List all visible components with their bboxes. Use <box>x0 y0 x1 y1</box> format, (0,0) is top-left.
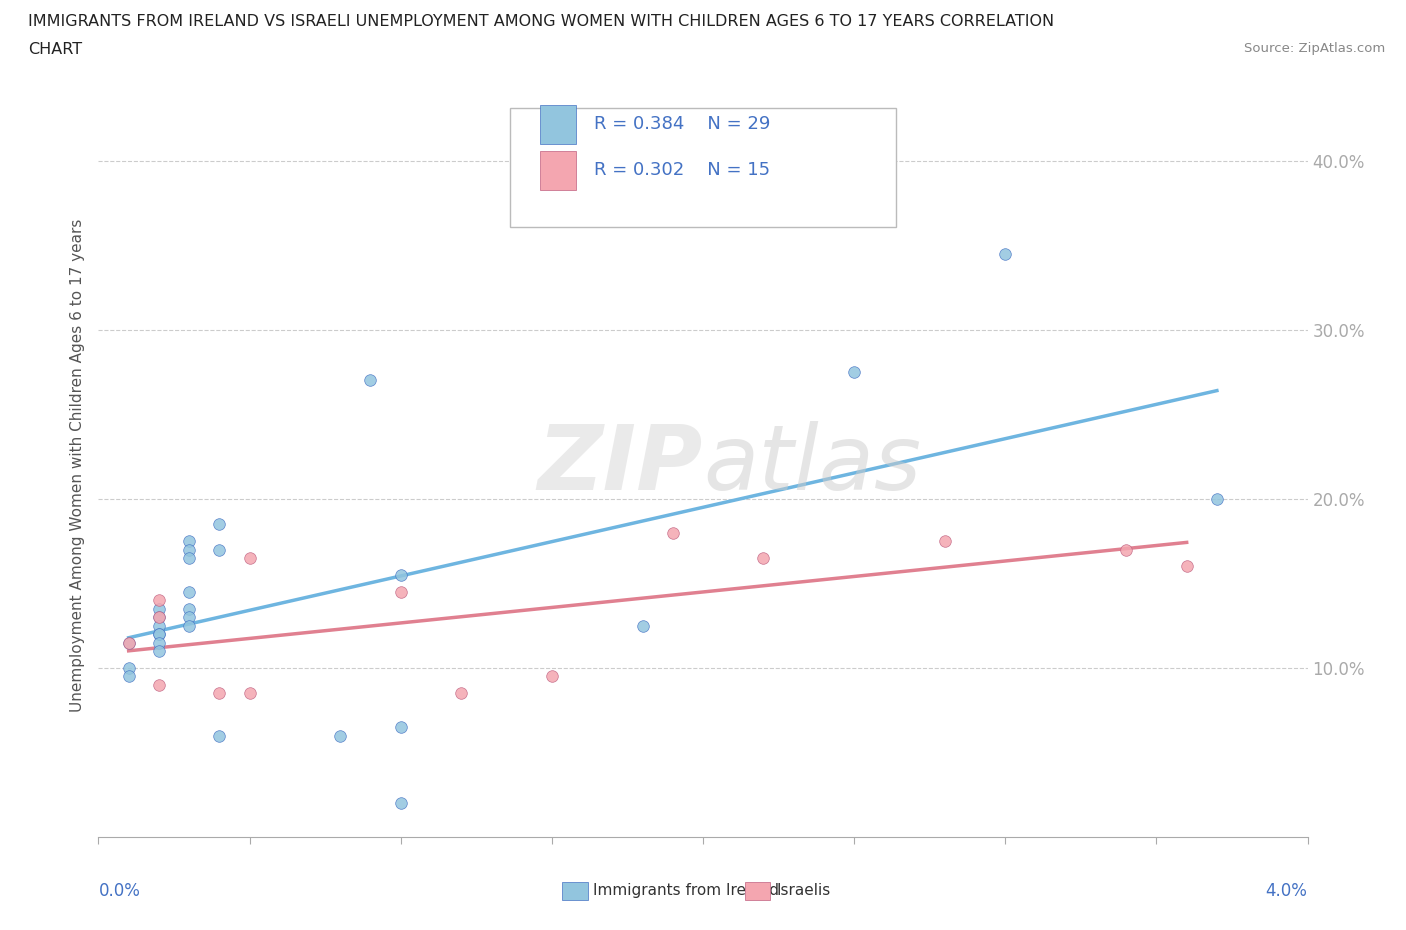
Point <box>148 635 170 650</box>
Point <box>1206 491 1229 506</box>
Point <box>208 542 231 557</box>
Point <box>179 551 201 565</box>
Point <box>118 660 141 675</box>
Point <box>540 669 562 684</box>
Text: R = 0.302    N = 15: R = 0.302 N = 15 <box>595 162 770 179</box>
Point <box>631 618 654 633</box>
Point <box>179 602 201 617</box>
Point <box>661 525 683 540</box>
Text: Source: ZipAtlas.com: Source: ZipAtlas.com <box>1244 42 1385 55</box>
Point <box>148 610 170 625</box>
Point <box>994 246 1017 261</box>
Point <box>179 584 201 599</box>
Point <box>1175 559 1198 574</box>
FancyBboxPatch shape <box>509 108 897 227</box>
Text: atlas: atlas <box>703 421 921 509</box>
Point <box>360 373 382 388</box>
Point <box>208 517 231 532</box>
Point <box>179 610 201 625</box>
Point <box>118 635 141 650</box>
Point <box>389 720 412 735</box>
Text: Immigrants from Ireland: Immigrants from Ireland <box>593 884 779 898</box>
Text: IMMIGRANTS FROM IRELAND VS ISRAELI UNEMPLOYMENT AMONG WOMEN WITH CHILDREN AGES 6: IMMIGRANTS FROM IRELAND VS ISRAELI UNEMP… <box>28 14 1054 29</box>
Point <box>329 728 352 743</box>
Text: 4.0%: 4.0% <box>1265 882 1308 899</box>
Point <box>389 796 412 811</box>
Point <box>1115 542 1137 557</box>
Point <box>118 635 141 650</box>
Point <box>389 567 412 582</box>
Y-axis label: Unemployment Among Women with Children Ages 6 to 17 years: Unemployment Among Women with Children A… <box>69 219 84 711</box>
Point <box>148 592 170 607</box>
Point <box>844 365 866 379</box>
Point <box>239 685 262 700</box>
Point <box>179 534 201 549</box>
Point <box>208 685 231 700</box>
FancyBboxPatch shape <box>540 105 576 143</box>
Text: ZIP: ZIP <box>537 421 703 509</box>
Point <box>389 584 412 599</box>
Text: CHART: CHART <box>28 42 82 57</box>
Point <box>752 551 775 565</box>
Point <box>148 602 170 617</box>
Point <box>179 618 201 633</box>
Point <box>239 551 262 565</box>
Text: Israelis: Israelis <box>776 884 831 898</box>
Point <box>208 728 231 743</box>
Point <box>450 685 472 700</box>
Point <box>148 627 170 642</box>
Point <box>934 534 956 549</box>
Text: 0.0%: 0.0% <box>98 882 141 899</box>
Point <box>118 669 141 684</box>
Point <box>148 677 170 692</box>
Point <box>148 610 170 625</box>
Point <box>179 542 201 557</box>
FancyBboxPatch shape <box>540 151 576 190</box>
Text: R = 0.384    N = 29: R = 0.384 N = 29 <box>595 115 770 133</box>
Point <box>148 627 170 642</box>
Point <box>148 618 170 633</box>
Point <box>148 644 170 658</box>
